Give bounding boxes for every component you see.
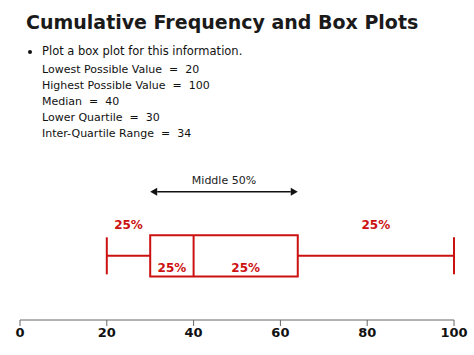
svg-text:25%: 25%	[231, 261, 260, 275]
html-text:Plot a box plot for this infor: Plot a box plot for this information.	[42, 44, 243, 58]
svg-text:25%: 25%	[158, 261, 187, 275]
svg-text:80: 80	[358, 325, 376, 340]
svg-text:Middle 50%: Middle 50%	[192, 174, 256, 187]
html-text:Inter-Quartile Range = 34: Inter-Quartile Range = 34	[42, 127, 192, 140]
svg-text:25%: 25%	[114, 218, 143, 232]
html-text:Highest Possible Value = 100: Highest Possible Value = 100	[42, 79, 210, 92]
svg-text:0: 0	[15, 325, 24, 340]
svg-text:40: 40	[185, 325, 203, 340]
svg-text:20: 20	[98, 325, 116, 340]
svg-text:100: 100	[440, 325, 466, 340]
html-text:Median = 40: Median = 40	[42, 95, 120, 108]
svg-text:60: 60	[271, 325, 289, 340]
html-text:Cumulative Frequency and Box P: Cumulative Frequency and Box Plots	[26, 11, 419, 33]
svg-text:25%: 25%	[362, 218, 391, 232]
html-text:Lowest Possible Value = 20: Lowest Possible Value = 20	[42, 63, 200, 76]
html-text:Lower Quartile = 30: Lower Quartile = 30	[42, 111, 160, 124]
